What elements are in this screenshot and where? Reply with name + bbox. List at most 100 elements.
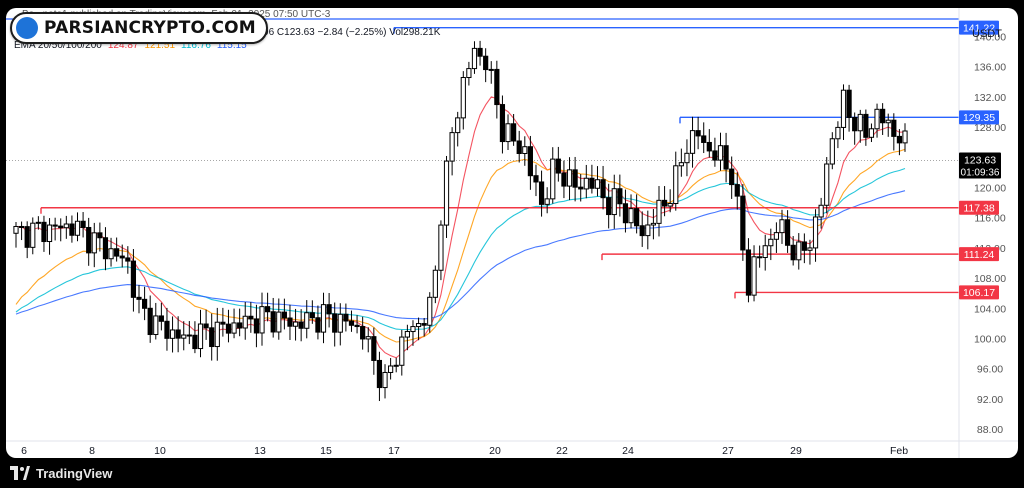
- candle-body: [315, 317, 321, 333]
- candle-body: [494, 68, 500, 106]
- candle-body: [371, 336, 377, 361]
- chart-panel: 140.00136.00132.00128.00120.00116.00112.…: [6, 8, 1018, 458]
- candle-body: [852, 116, 858, 132]
- candle-body: [650, 222, 656, 226]
- ohlc-readout: L122.96 C123.63 −2.84 (−2.25%) Vol298.21…: [238, 27, 441, 38]
- candle-body: [270, 311, 276, 333]
- candle-body: [421, 323, 427, 326]
- candle-body: [276, 311, 282, 333]
- candle-body: [455, 117, 461, 134]
- candle-body: [164, 320, 170, 339]
- price-chart[interactable]: 140.00136.00132.00128.00120.00116.00112.…: [6, 8, 1018, 458]
- candle-body: [203, 323, 209, 329]
- logo-circle-icon: [16, 17, 38, 39]
- candle-body: [376, 359, 383, 389]
- candle-body: [320, 304, 327, 333]
- level-price-text: 129.35: [963, 112, 995, 124]
- candle-body: [91, 232, 97, 254]
- candle-body: [410, 326, 416, 333]
- candle-body: [757, 256, 763, 259]
- x-tick-label: 17: [388, 445, 400, 457]
- candle-body: [108, 248, 114, 260]
- candle-body: [762, 245, 768, 258]
- candle-body: [360, 326, 366, 340]
- candle-body: [259, 306, 265, 334]
- candle-body: [102, 237, 109, 260]
- candle-body: [550, 158, 556, 200]
- level-price-text: 106.17: [963, 287, 995, 299]
- x-tick-label: 27: [722, 445, 734, 457]
- level-price-tag: [959, 110, 999, 125]
- candle-body: [896, 135, 903, 144]
- level-price-text: 111.24: [964, 249, 995, 261]
- candle-body: [69, 223, 75, 236]
- candle-body: [600, 179, 606, 199]
- candle-body: [868, 128, 875, 138]
- candle-body: [52, 224, 58, 227]
- candle-body: [443, 160, 450, 226]
- candle-body: [292, 321, 299, 327]
- candle-body: [298, 321, 304, 329]
- candle-body: [673, 165, 679, 205]
- candle-body: [354, 324, 360, 328]
- candle-body: [902, 130, 908, 144]
- candle-body: [337, 313, 343, 333]
- ema-layer: [15, 96, 906, 359]
- candles-layer: [13, 40, 908, 402]
- candle-body: [125, 257, 131, 262]
- candle-body: [477, 47, 483, 57]
- candle-body: [46, 224, 53, 243]
- candle-body: [622, 203, 629, 224]
- candle-body: [818, 204, 824, 218]
- candle-body: [538, 181, 545, 205]
- candle-body: [186, 334, 192, 337]
- x-tick-label: 8: [89, 445, 95, 457]
- y-tick-label: 88.00: [977, 424, 1003, 436]
- candle-body: [399, 336, 405, 366]
- x-tick-label: 15: [320, 445, 332, 457]
- candle-body: [466, 68, 472, 79]
- ema-legend[interactable]: EMA 20/50/100/200 124.87 121.51 116.76 115.1…: [14, 40, 253, 51]
- candle-body: [701, 135, 707, 143]
- candle-body: [857, 113, 863, 132]
- candle-body: [812, 216, 819, 249]
- candle-body: [63, 223, 69, 229]
- candle-body: [214, 321, 220, 348]
- candle-body: [13, 225, 19, 234]
- candle-body: [158, 315, 164, 322]
- candle-body: [628, 208, 634, 224]
- x-tick-label: 6: [21, 445, 27, 457]
- candle-body: [801, 241, 807, 251]
- candle-body: [874, 108, 880, 130]
- y-tick-label: 104.00: [974, 303, 1006, 315]
- candle-body: [511, 123, 517, 142]
- candle-body: [483, 55, 489, 71]
- candle-body: [169, 329, 176, 339]
- candle-body: [689, 130, 696, 154]
- level-price-tag: [959, 247, 999, 262]
- ema-20-value: 124.87: [107, 40, 139, 51]
- footer: TradingView: [0, 458, 1024, 488]
- x-tick-label: 29: [790, 445, 802, 457]
- candle-body: [237, 322, 243, 329]
- currency-label: USDT: [972, 28, 1002, 40]
- candle-body: [891, 119, 897, 137]
- candle-body: [555, 158, 561, 174]
- candle-body: [471, 47, 478, 70]
- candle-body: [58, 225, 64, 229]
- candle-body: [768, 238, 774, 247]
- candle-body: [225, 323, 232, 334]
- candle-body: [505, 123, 511, 143]
- candle-body: [427, 296, 433, 326]
- ema-line: [15, 190, 906, 320]
- x-tick-label: 20: [489, 445, 501, 457]
- candle-body: [729, 168, 735, 186]
- x-tick-label: 22: [556, 445, 568, 457]
- candle-body: [192, 334, 198, 350]
- candle-body: [740, 195, 746, 251]
- candle-body: [611, 188, 617, 216]
- last-price-countdown: 01:09:36: [961, 168, 1000, 179]
- candle-body: [41, 221, 47, 243]
- y-tick-label: 100.00: [974, 334, 1006, 346]
- candle-body: [309, 312, 315, 319]
